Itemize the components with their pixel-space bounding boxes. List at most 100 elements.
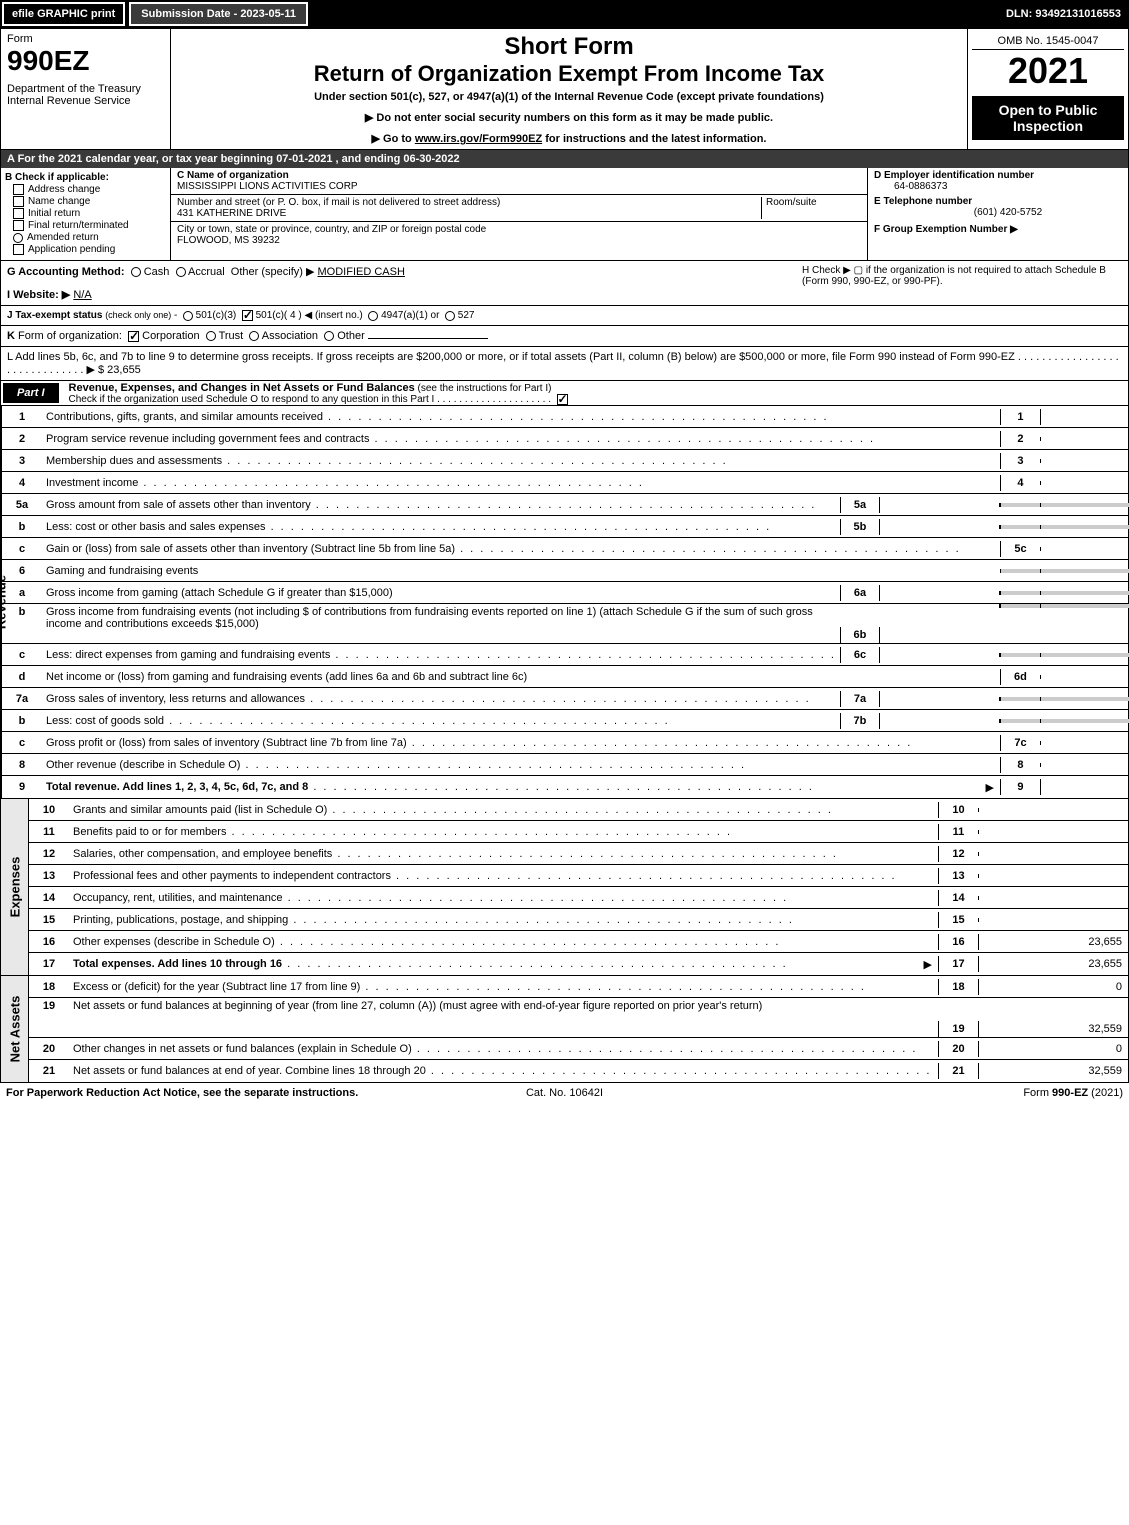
block-b-through-f: B Check if applicable: Address change Na… [1,168,1128,261]
form-title-block: Short Form Return of Organization Exempt… [171,29,968,149]
footer-center: Cat. No. 10642I [378,1087,750,1099]
initial-return-checkbox[interactable] [13,208,24,219]
row-j: J Tax-exempt status (check only one) - 5… [1,306,1128,326]
part-i-tab: Part I [3,383,59,403]
part-i-header: Part I Revenue, Expenses, and Changes in… [1,381,1128,406]
j-501c3-radio[interactable] [183,311,193,321]
i-label: I Website: ▶ [7,289,70,301]
row-g: G Accounting Method: Cash Accrual Other … [7,265,802,301]
cash-label: Cash [144,266,170,278]
footer-left: For Paperwork Reduction Act Notice, see … [6,1087,378,1099]
street-label: Number and street (or P. O. box, if mail… [177,197,761,208]
department: Department of the Treasury Internal Reve… [7,83,164,107]
k-corp-checkbox[interactable] [128,331,139,342]
line-15: 15Printing, publications, postage, and s… [29,909,1128,931]
j-4947-radio[interactable] [368,311,378,321]
address-change-checkbox[interactable] [13,184,24,195]
line-16: 16Other expenses (describe in Schedule O… [29,931,1128,953]
line-6c: cLess: direct expenses from gaming and f… [2,644,1129,666]
revenue-block: Revenue 1Contributions, gifts, grants, a… [1,406,1128,799]
line-6a: aGross income from gaming (attach Schedu… [2,582,1129,604]
part-i-subtitle: (see the instructions for Part I) [415,383,552,394]
line-8: 8Other revenue (describe in Schedule O)8 [2,754,1129,776]
opt-pending: Application pending [28,244,115,255]
tax-year: 2021 [972,50,1124,92]
opt-address: Address change [28,184,100,195]
opt-final: Final return/terminated [28,220,129,231]
line-21: 21Net assets or fund balances at end of … [29,1060,1128,1082]
form-header: Form 990EZ Department of the Treasury In… [1,29,1128,150]
irs-link[interactable]: www.irs.gov/Form990EZ [415,133,542,145]
part-i-check-text: Check if the organization used Schedule … [69,394,551,405]
subtitle: Under section 501(c), 527, or 4947(a)(1)… [177,91,961,103]
schedule-o-checkbox[interactable] [557,394,568,405]
row-l-amount: 23,655 [107,364,141,376]
line-6b: bGross income from fundraising events (n… [2,604,1129,644]
final-return-checkbox[interactable] [13,220,24,231]
g-label: G Accounting Method: [7,266,125,278]
omb-year-block: OMB No. 1545-0047 2021 Open to Public In… [968,29,1128,149]
line-5b: bLess: cost or other basis and sales exp… [2,516,1129,538]
form-number: 990EZ [7,45,164,77]
line-2: 2Program service revenue including gover… [2,428,1129,450]
expenses-lines: 10Grants and similar amounts paid (list … [29,799,1128,975]
k-other-radio[interactable] [324,331,334,341]
opt-initial: Initial return [28,208,80,219]
line-19: 19Net assets or fund balances at beginni… [29,998,1128,1038]
submission-date: Submission Date - 2023-05-11 [129,2,308,26]
k-assoc-radio[interactable] [249,331,259,341]
other-label: Other (specify) ▶ [231,266,315,278]
line-13: 13Professional fees and other payments t… [29,865,1128,887]
cash-radio[interactable] [131,267,141,277]
row-l: L Add lines 5b, 6c, and 7b to line 9 to … [1,347,1128,381]
omb-number: OMB No. 1545-0047 [972,33,1124,50]
name-change-checkbox[interactable] [13,196,24,207]
row-k: K Form of organization: Corporation Trus… [1,326,1128,347]
j-501c4-checkbox[interactable] [242,310,253,321]
line-17: 17Total expenses. Add lines 10 through 1… [29,953,1128,975]
line-7c: cGross profit or (loss) from sales of in… [2,732,1129,754]
line-14: 14Occupancy, rent, utilities, and mainte… [29,887,1128,909]
return-title: Return of Organization Exempt From Incom… [177,61,961,87]
ein-label: D Employer identification number [874,170,1122,181]
street: 431 KATHERINE DRIVE [177,208,761,219]
application-pending-checkbox[interactable] [13,244,24,255]
accrual-radio[interactable] [176,267,186,277]
org-name-label: C Name of organization [177,170,861,181]
dln: DLN: 93492131016553 [998,4,1129,24]
line-5a: 5aGross amount from sale of assets other… [2,494,1129,516]
revenue-lines: 1Contributions, gifts, grants, and simil… [2,406,1129,798]
phone: (601) 420-5752 [874,207,1122,218]
other-value: MODIFIED CASH [318,266,405,278]
amended-return-radio[interactable] [13,233,23,243]
j-527-radio[interactable] [445,311,455,321]
form-id-block: Form 990EZ Department of the Treasury In… [1,29,171,149]
netassets-side-label: Net Assets [1,976,29,1082]
efile-print-button[interactable]: efile GRAPHIC print [2,2,125,26]
line-1: 1Contributions, gifts, grants, and simil… [2,406,1129,428]
open-inspection: Open to Public Inspection [972,96,1124,140]
col-b: B Check if applicable: Address change Na… [1,168,171,260]
bullet-2-post: for instructions and the latest informat… [542,133,766,145]
line-3: 3Membership dues and assessments3 [2,450,1129,472]
form-label: Form [7,33,164,45]
phone-label: E Telephone number [874,196,1122,207]
line-6: 6Gaming and fundraising events [2,560,1129,582]
line-10: 10Grants and similar amounts paid (list … [29,799,1128,821]
city-label: City or town, state or province, country… [177,224,861,235]
part-i-title: Revenue, Expenses, and Changes in Net As… [61,382,1128,405]
website: N/A [73,289,91,301]
k-trust-radio[interactable] [206,331,216,341]
room-label: Room/suite [766,197,861,208]
short-form-title: Short Form [177,33,961,61]
bullet-1: ▶ Do not enter social security numbers o… [177,111,961,124]
bullet-2-pre: ▶ Go to [372,133,415,145]
row-l-text: L Add lines 5b, 6c, and 7b to line 9 to … [7,351,1119,376]
netassets-lines: 18Excess or (deficit) for the year (Subt… [29,976,1128,1082]
row-h: H Check ▶ ▢ if the organization is not r… [802,265,1122,301]
top-bar: efile GRAPHIC print Submission Date - 20… [0,0,1129,28]
part-i-title-text: Revenue, Expenses, and Changes in Net As… [69,382,415,394]
org-name: MISSISSIPPI LIONS ACTIVITIES CORP [177,181,861,192]
expenses-side-label: Expenses [1,799,29,975]
line-20: 20Other changes in net assets or fund ba… [29,1038,1128,1060]
